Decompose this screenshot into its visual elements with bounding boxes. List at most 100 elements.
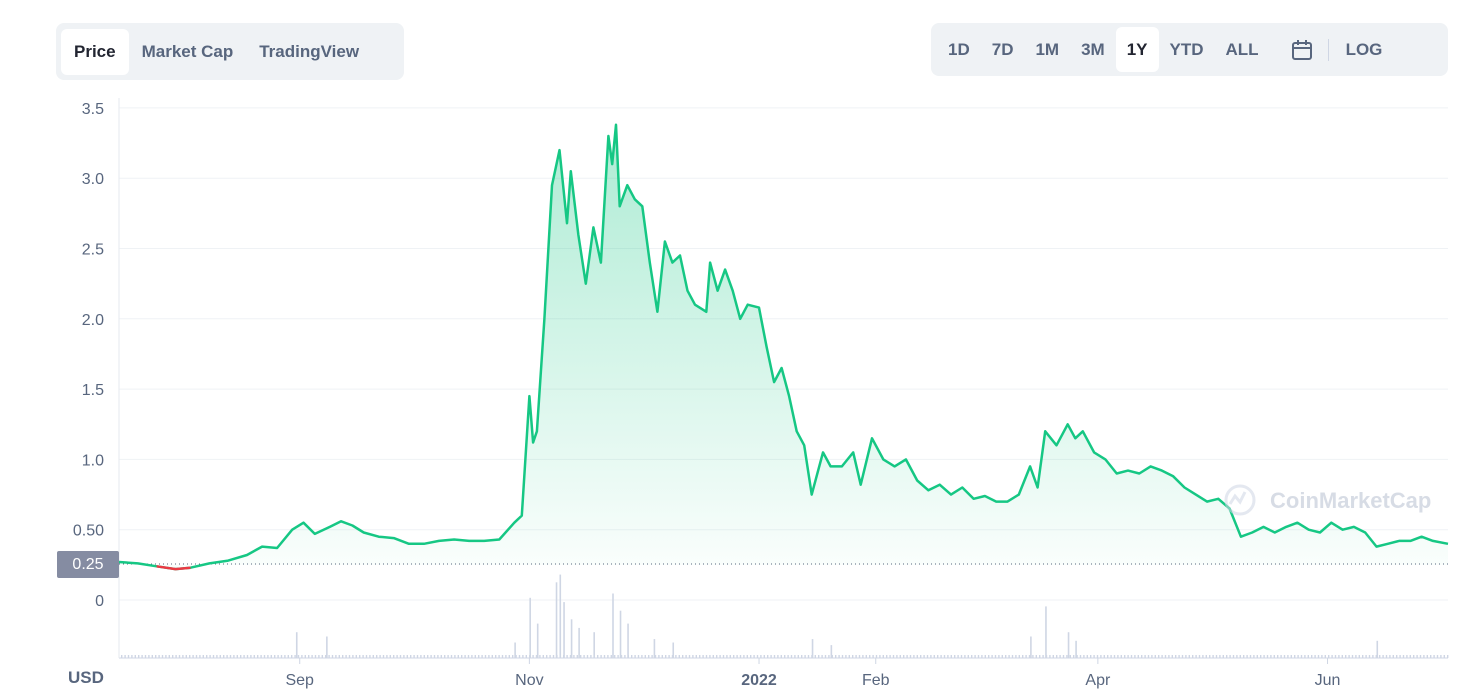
y-tick-label: 3.5 [82,101,104,118]
volume-bar [474,655,476,658]
volume-bar [1011,655,1014,658]
volume-bar [882,655,884,658]
volume-bar [318,655,320,658]
tab-price[interactable]: Price [61,28,129,75]
y-tick-label: 2.5 [82,242,104,259]
volume-bar [321,655,323,658]
volume-bar [1300,655,1303,658]
volume-bar [1433,655,1435,658]
volume-bar [1287,655,1289,658]
volume-bar [855,655,857,658]
volume-bar [746,655,748,658]
volume-bar [947,655,949,658]
range-all-button[interactable]: ALL [1225,39,1259,59]
volume-bar [467,655,470,658]
volume-bar [1008,655,1010,658]
volume-bar [284,655,286,658]
range-7d-button[interactable]: 7D [991,39,1014,59]
volume-bar [514,642,516,658]
volume-bar [937,655,939,658]
volume-bar [739,655,742,658]
volume-bar [780,655,782,658]
volume-bar [875,655,878,658]
range-ytd-button[interactable]: YTD [1169,39,1204,59]
volume-bar [729,655,731,658]
volume-bar [1100,655,1102,658]
volume-bar [552,655,555,658]
volume-bar [1331,655,1333,658]
volume-bar [583,655,585,658]
volume-bar [858,655,861,658]
volume-bar [620,655,623,658]
volume-bar [1430,655,1432,658]
volume-bar [726,655,728,658]
volume-bar [437,655,439,658]
volume-bar [1368,655,1371,658]
volume-bar [1321,655,1323,658]
volume-bar [1110,655,1112,658]
volume-bar [155,655,157,658]
volume-bar [678,655,680,658]
volume-bar [1447,655,1449,658]
volume-bar [280,655,283,658]
volume-bar [1372,655,1374,658]
volume-bar [372,655,374,658]
range-3m-button[interactable]: 3M [1081,39,1105,59]
volume-bar [1290,655,1292,658]
volume-bar [243,655,245,658]
volume-bar [1124,655,1126,658]
volume-bar [889,655,891,658]
volume-bar [1263,655,1265,658]
volume-bar [355,655,357,658]
volume-bar [1307,655,1309,658]
volume-bar [505,655,507,658]
range-1d-button[interactable]: 1D [948,39,970,59]
x-tick-label: Apr [1085,672,1111,689]
calendar-icon[interactable] [1282,27,1322,72]
volume-bar [644,655,646,658]
volume-bar [1416,655,1418,658]
volume-bar [1130,655,1133,658]
volume-bar [1338,655,1340,658]
x-tick-label: Feb [862,672,890,689]
volume-bar [444,655,446,658]
volume-bar [790,655,793,658]
volume-bar [274,655,276,658]
volume-bar [653,639,656,658]
volume-bar [773,655,776,658]
volume-bar [830,645,833,658]
volume-bar [705,655,708,658]
price-line [118,123,1449,571]
volume-bar [138,655,140,658]
volume-bar [498,655,500,658]
volume-bar [1052,655,1054,658]
range-1y-button[interactable]: 1Y [1115,27,1159,72]
volume-bar [379,655,381,658]
tab-market-cap[interactable]: Market Cap [141,41,234,61]
volume-bar [1402,655,1405,658]
volume-bar [1294,655,1296,658]
volume-bar [1358,655,1360,658]
volume-bar [430,655,432,658]
volume-bar [569,655,572,658]
volume-bar [352,655,354,658]
log-scale-button[interactable]: LOG [1345,39,1383,59]
volume-bar [267,655,269,658]
volume-bar [1001,655,1003,658]
volume-bar [597,655,599,658]
volume-bar [977,655,980,658]
volume-bar [488,655,490,658]
volume-bar [967,655,969,658]
range-1m-button[interactable]: 1M [1035,39,1060,59]
volume-bar [1365,655,1367,658]
tab-tradingview[interactable]: TradingView [259,41,360,61]
volume-bar [624,655,626,658]
volume-bar [464,655,466,658]
volume-bar [668,655,670,658]
volume-bar [1005,655,1007,658]
volume-bar [165,655,167,658]
volume-bar [682,655,684,658]
volume-bar [294,655,296,658]
volume-bar [566,655,568,658]
y-tick-label: 1.5 [82,382,104,399]
